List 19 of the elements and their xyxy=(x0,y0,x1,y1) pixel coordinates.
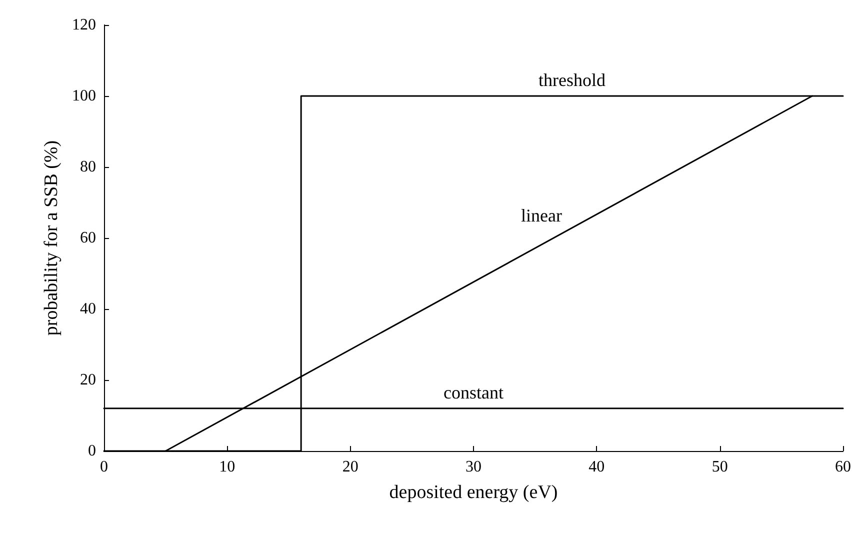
x-tick-label: 0 xyxy=(100,458,108,476)
y-tick-label: 40 xyxy=(80,300,96,318)
y-axis-title: probability for a SSB (%) xyxy=(41,140,62,336)
series-label: linear xyxy=(520,205,562,226)
y-tick-label: 80 xyxy=(80,158,96,176)
series-label: constant xyxy=(444,382,504,402)
x-tick-label: 40 xyxy=(588,458,605,476)
x-tick-label: 60 xyxy=(835,458,851,476)
x-tick-label: 10 xyxy=(219,458,236,476)
x-tick-label: 30 xyxy=(466,458,482,476)
series-label: threshold xyxy=(538,70,606,90)
y-tick-label: 0 xyxy=(88,442,96,460)
y-tick-label: 120 xyxy=(72,16,96,34)
x-tick-label: 50 xyxy=(712,458,728,476)
x-tick-label: 20 xyxy=(342,458,358,476)
y-tick-label: 20 xyxy=(80,372,96,388)
y-tick-label: 60 xyxy=(80,230,96,246)
x-axis-title: deposited energy (eV) xyxy=(389,482,558,503)
y-tick-label: 100 xyxy=(72,88,96,104)
